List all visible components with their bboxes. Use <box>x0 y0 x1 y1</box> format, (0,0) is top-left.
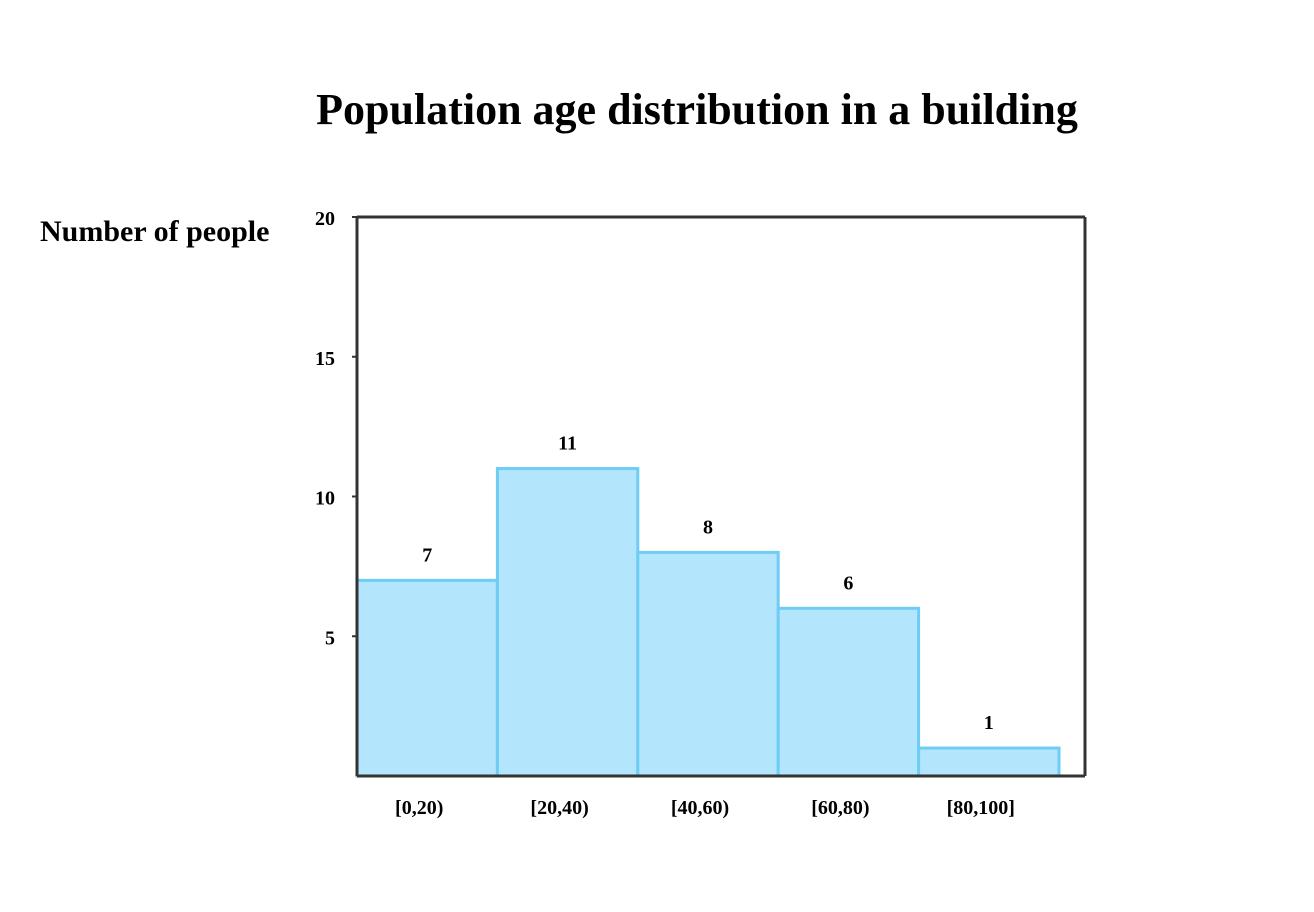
data-label-3: 8 <box>703 516 713 538</box>
x-tick-label-2: [20,40) <box>530 797 588 819</box>
y-ticks-group: 5 10 15 20 <box>315 208 357 649</box>
data-label-2: 11 <box>558 433 577 455</box>
y-tick-label-10: 10 <box>315 488 335 510</box>
x-tick-label-1: [0,20) <box>395 797 443 819</box>
y-tick-label-5: 5 <box>325 627 335 649</box>
data-label-4: 6 <box>843 572 853 594</box>
bar-4 <box>776 606 921 778</box>
x-tick-label-3: [40,60) <box>671 797 729 819</box>
bars-group <box>355 467 1061 778</box>
chart-title: Population age distribution in a buildin… <box>316 85 1078 134</box>
y-axis-label: Number of people <box>40 215 269 248</box>
bar-5 <box>917 746 1061 778</box>
x-tick-label-5: [80,100] <box>947 797 1015 819</box>
y-tick-label-15: 15 <box>315 348 335 370</box>
x-ticks-group: [0,20) [20,40) [40,60) [60,80) [80,100] <box>395 797 1015 819</box>
data-label-5: 1 <box>984 712 994 734</box>
data-label-1: 7 <box>422 544 432 566</box>
y-tick-label-20: 20 <box>315 208 335 230</box>
bar-2 <box>495 467 640 778</box>
bar-3 <box>636 550 780 778</box>
x-tick-label-4: [60,80) <box>811 797 869 819</box>
data-labels-group: 7 11 8 6 1 <box>422 433 994 735</box>
bar-1 <box>355 578 499 778</box>
